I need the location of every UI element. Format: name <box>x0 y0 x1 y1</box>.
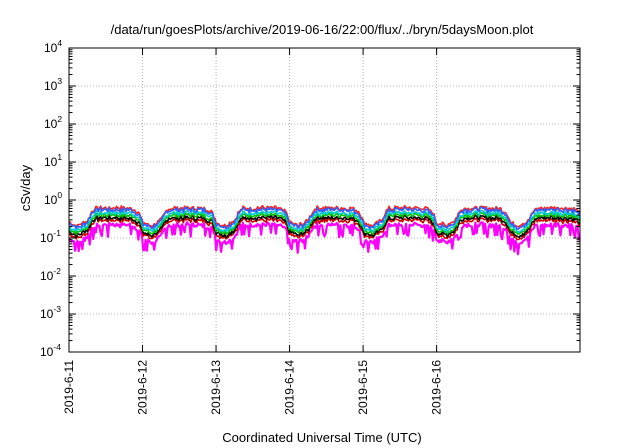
x-tick-labels: 2019-6-11 2019-6-12 2019-6-13 2019-6-14 2019… <box>62 360 444 415</box>
y-tick-label: 104 <box>44 38 62 55</box>
x-axis-label: Coordinated Universal Time (UTC) <box>222 430 421 445</box>
series-line <box>68 216 581 241</box>
series-lines <box>68 204 581 256</box>
series-line <box>68 206 581 230</box>
series-line <box>68 214 581 239</box>
y-tick-exponent: 2 <box>57 114 62 124</box>
y-tick-exponent: 4 <box>57 38 62 48</box>
chart-title: /data/run/goesPlots/archive/2019-06-16/2… <box>111 22 534 37</box>
y-tick-label: 10-1 <box>40 228 61 245</box>
x-tick-label: 2019-6-16 <box>430 360 444 415</box>
y-tick-label: 101 <box>44 152 62 169</box>
y-tick-exponent: 1 <box>57 152 62 162</box>
y-tick-exponent: -1 <box>53 228 61 238</box>
y-tick-label: 102 <box>44 114 62 131</box>
grid-lines <box>69 48 580 352</box>
y-tick-label: 100 <box>44 190 62 207</box>
x-tick-label: 2019-6-11 <box>62 360 76 414</box>
y-tick-exponent: -2 <box>53 266 61 276</box>
y-tick-exponent: -3 <box>53 304 61 314</box>
x-tick-label: 2019-6-12 <box>136 360 150 415</box>
x-tick-label: 2019-6-13 <box>209 360 223 415</box>
axis-ticks <box>68 47 580 353</box>
y-tick-label: 103 <box>44 76 62 93</box>
series-line <box>68 209 581 234</box>
y-tick-label: 10-2 <box>40 266 61 283</box>
x-tick-label: 2019-6-15 <box>356 360 370 415</box>
x-tick-label: 2019-6-14 <box>283 360 297 415</box>
y-tick-exponent: 0 <box>57 190 62 200</box>
series-line <box>68 221 581 256</box>
series-line <box>68 211 581 236</box>
y-tick-exponent: 3 <box>57 76 62 86</box>
y-tick-label: 10-3 <box>40 304 61 321</box>
y-axis-label: cSv/day <box>18 164 33 211</box>
y-tick-label: 10-4 <box>40 342 61 359</box>
y-tick-exponent: -4 <box>53 342 61 352</box>
